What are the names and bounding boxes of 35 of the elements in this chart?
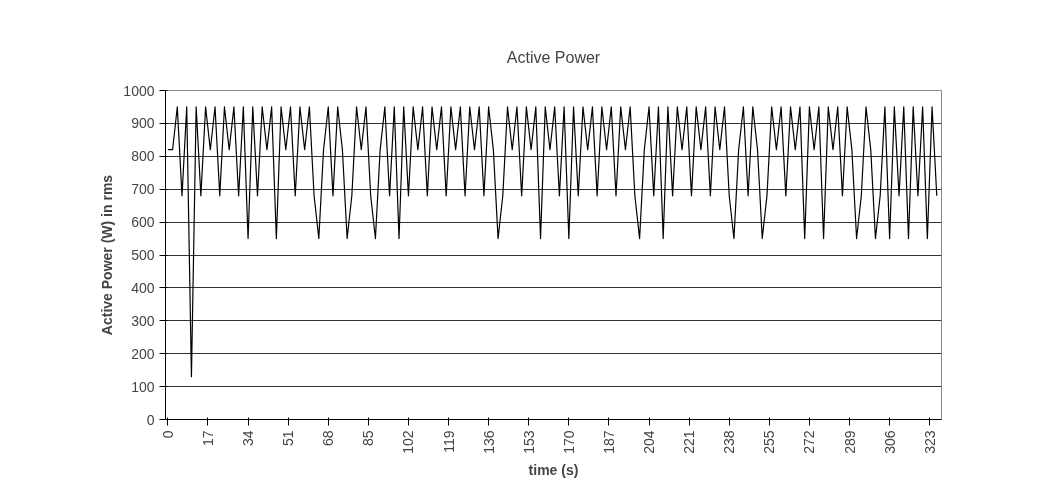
y-tick-label: 200 [131, 345, 155, 362]
x-tick-label: 289 [841, 430, 858, 454]
x-tick-label: 17 [199, 430, 216, 447]
x-tick-label: 153 [520, 430, 537, 454]
y-tick-label: 400 [131, 279, 155, 296]
x-tick-label: 102 [400, 430, 417, 454]
chart-title: Active Power [506, 48, 601, 66]
y-tick-label: 600 [131, 214, 155, 231]
y-tick-label: 1000 [123, 82, 155, 99]
x-axis-title: time (s) [528, 461, 579, 478]
x-tick-label: 68 [320, 430, 337, 447]
x-tick-label: 323 [921, 430, 938, 454]
x-tick-label: 238 [721, 430, 738, 454]
y-tick-label: 700 [131, 181, 155, 198]
y-tick-label: 0 [146, 411, 155, 428]
y-tick-label: 900 [131, 115, 155, 132]
x-tick-label: 0 [159, 430, 176, 439]
x-tick-label: 204 [641, 430, 658, 454]
x-tick-label: 136 [480, 430, 497, 454]
line-series [167, 106, 938, 378]
x-tick-label: 255 [761, 430, 778, 454]
x-tick-label: 221 [681, 430, 698, 454]
y-axis-title: Active Power (W) in rms [99, 174, 116, 336]
y-tick-label: 100 [131, 378, 155, 395]
x-tick-label: 187 [600, 430, 617, 454]
x-tick-label: 51 [280, 430, 297, 447]
y-tick-label: 500 [131, 247, 155, 263]
x-tick-label: 170 [560, 430, 577, 454]
x-tick-label: 306 [881, 430, 898, 454]
x-tick-label: 34 [240, 430, 257, 447]
y-tick-label: 300 [131, 312, 155, 329]
x-tick-label: 272 [801, 430, 818, 454]
x-tick-label: 119 [440, 430, 457, 453]
x-tick-label: 85 [360, 430, 377, 447]
y-tick-label: 800 [131, 148, 155, 165]
